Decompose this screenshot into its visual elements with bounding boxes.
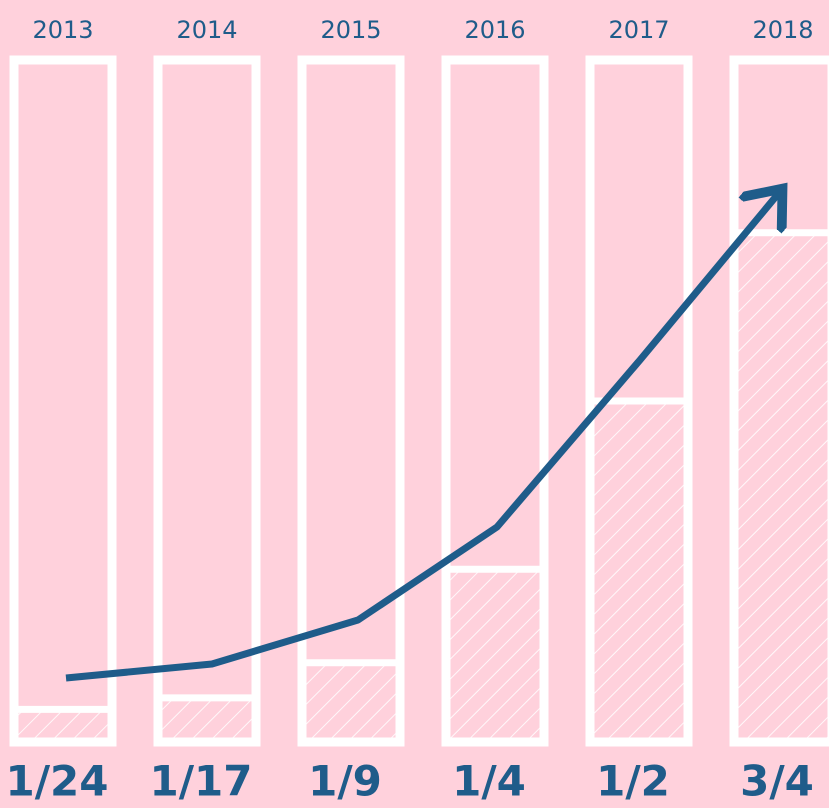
year-label: 2016 [464,16,525,44]
bar-fill [302,662,400,738]
bar-outline [585,55,693,747]
bar-fill [446,569,544,738]
bars [9,55,829,747]
year-label: 2017 [608,16,669,44]
value-label: 1/4 [452,757,526,806]
year-label: 2015 [320,16,381,44]
year-label: 2013 [32,16,93,44]
year-label: 2014 [176,16,237,44]
value-label: 1/17 [149,757,252,806]
value-label: 1/2 [596,757,670,806]
trend-arrow [65,194,778,682]
bar-outline [153,55,261,747]
value-label: 3/4 [740,757,814,806]
bar-fill [590,401,688,738]
bar-outline [297,55,405,747]
value-label: 1/9 [308,757,382,806]
bar-fill [14,709,112,738]
bar-fill [734,232,829,738]
bar-outline [9,55,117,747]
bar-fill [158,697,256,738]
bar-outline [441,55,549,747]
year-label: 2018 [752,16,813,44]
bar-outline [729,55,829,747]
value-label: 1/24 [5,757,108,806]
